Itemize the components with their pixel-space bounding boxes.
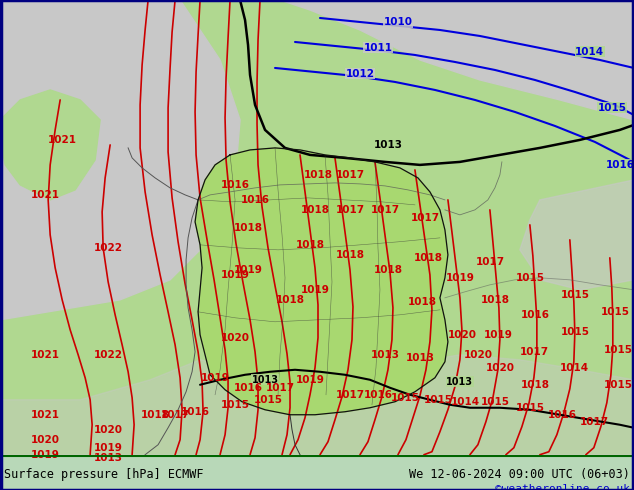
Text: 1019: 1019 bbox=[30, 450, 60, 460]
Text: 1018: 1018 bbox=[481, 295, 509, 305]
Text: 1019: 1019 bbox=[94, 443, 122, 453]
Polygon shape bbox=[520, 180, 634, 290]
Text: 1015: 1015 bbox=[560, 290, 590, 300]
Text: 1015: 1015 bbox=[604, 345, 632, 355]
Text: 1020: 1020 bbox=[463, 350, 493, 360]
Text: 1015: 1015 bbox=[424, 395, 453, 405]
Text: 1018: 1018 bbox=[301, 205, 330, 215]
Text: 1016: 1016 bbox=[240, 195, 269, 205]
Text: 1018: 1018 bbox=[335, 250, 365, 260]
Text: 1013: 1013 bbox=[252, 375, 278, 385]
Text: 1020: 1020 bbox=[30, 435, 60, 445]
Text: 1019: 1019 bbox=[301, 285, 330, 295]
Text: 1021: 1021 bbox=[30, 350, 60, 360]
Text: 1017: 1017 bbox=[335, 390, 365, 400]
Text: 1016: 1016 bbox=[221, 180, 250, 190]
Text: 1013: 1013 bbox=[370, 350, 399, 360]
Text: 1014: 1014 bbox=[560, 363, 590, 373]
Text: ©weatheronline.co.uk: ©weatheronline.co.uk bbox=[495, 484, 630, 490]
Text: 1022: 1022 bbox=[94, 350, 122, 360]
Text: 1018: 1018 bbox=[521, 380, 550, 390]
Text: 1013: 1013 bbox=[94, 453, 122, 463]
Polygon shape bbox=[215, 175, 258, 210]
Text: 1015: 1015 bbox=[481, 397, 509, 407]
Text: 1019: 1019 bbox=[233, 265, 262, 275]
Text: 1016: 1016 bbox=[547, 410, 576, 420]
Text: 1010: 1010 bbox=[384, 17, 413, 27]
Text: 1015: 1015 bbox=[597, 103, 626, 113]
Text: 1019: 1019 bbox=[295, 375, 325, 385]
Text: Surface pressure [hPa] ECMWF: Surface pressure [hPa] ECMWF bbox=[4, 468, 204, 481]
Text: 1017: 1017 bbox=[266, 383, 295, 393]
Text: 1019: 1019 bbox=[221, 270, 250, 280]
Text: 1016: 1016 bbox=[363, 390, 392, 400]
Text: 1022: 1022 bbox=[94, 243, 122, 253]
Text: 1015: 1015 bbox=[515, 403, 545, 413]
Text: 1015: 1015 bbox=[515, 273, 545, 283]
Text: 1017: 1017 bbox=[580, 416, 609, 427]
Text: 1021: 1021 bbox=[30, 410, 60, 420]
Text: 1020: 1020 bbox=[448, 330, 476, 340]
Text: 1017: 1017 bbox=[160, 410, 190, 420]
Text: 1019: 1019 bbox=[446, 273, 474, 283]
Text: 1017: 1017 bbox=[370, 205, 399, 215]
Polygon shape bbox=[0, 0, 240, 320]
Text: 1016: 1016 bbox=[233, 383, 262, 393]
Text: 1017: 1017 bbox=[335, 205, 365, 215]
Text: We 12-06-2024 09:00 UTC (06+03): We 12-06-2024 09:00 UTC (06+03) bbox=[409, 468, 630, 481]
Text: 1013: 1013 bbox=[373, 140, 403, 150]
Text: 1015: 1015 bbox=[221, 400, 250, 410]
Text: 1015: 1015 bbox=[560, 327, 590, 337]
Text: 1015: 1015 bbox=[600, 307, 630, 317]
Text: 1014: 1014 bbox=[450, 397, 479, 407]
Text: 1018: 1018 bbox=[141, 410, 170, 420]
Text: 1012: 1012 bbox=[346, 69, 375, 79]
Text: 1015: 1015 bbox=[254, 395, 283, 405]
Text: 1017: 1017 bbox=[410, 213, 439, 223]
Text: 1018: 1018 bbox=[413, 253, 443, 263]
Text: 1020: 1020 bbox=[221, 333, 250, 343]
Text: 1018: 1018 bbox=[304, 170, 332, 180]
Text: 1016: 1016 bbox=[521, 310, 550, 320]
Text: 1018: 1018 bbox=[373, 265, 403, 275]
Text: 1015: 1015 bbox=[391, 393, 420, 403]
Text: 1016: 1016 bbox=[605, 160, 634, 170]
Text: 1020: 1020 bbox=[94, 425, 122, 435]
Text: 1017: 1017 bbox=[335, 170, 365, 180]
Polygon shape bbox=[0, 355, 634, 455]
Text: 1018: 1018 bbox=[295, 240, 325, 250]
Text: 1016: 1016 bbox=[181, 407, 210, 417]
Text: 1018: 1018 bbox=[408, 297, 436, 307]
Text: 1021: 1021 bbox=[48, 135, 77, 145]
Polygon shape bbox=[195, 148, 448, 415]
Text: 1013: 1013 bbox=[405, 353, 434, 363]
Text: 1021: 1021 bbox=[30, 190, 60, 200]
Text: 1015: 1015 bbox=[604, 380, 632, 390]
Text: 1013: 1013 bbox=[446, 377, 474, 387]
Text: 1017: 1017 bbox=[521, 347, 550, 357]
Text: 1014: 1014 bbox=[575, 47, 604, 57]
Polygon shape bbox=[280, 0, 634, 120]
Text: 1019: 1019 bbox=[484, 330, 512, 340]
Text: 1020: 1020 bbox=[486, 363, 514, 373]
Text: 1018: 1018 bbox=[233, 223, 262, 233]
Text: 1019: 1019 bbox=[200, 373, 230, 383]
Text: 1011: 1011 bbox=[363, 43, 392, 53]
Text: 1018: 1018 bbox=[276, 295, 304, 305]
Polygon shape bbox=[0, 90, 100, 200]
Text: 1017: 1017 bbox=[476, 257, 505, 267]
